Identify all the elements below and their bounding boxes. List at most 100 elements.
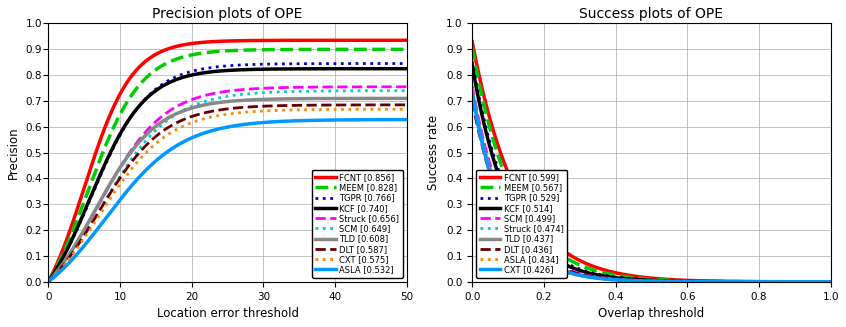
TGPR [0.529] [680, 279, 690, 283]
TGPR [0.766] [402, 61, 412, 65]
KCF [0.514] [640, 278, 650, 282]
CXT [0.575] [402, 107, 412, 111]
TLD [0.437] [640, 279, 650, 283]
MEEM [0.567] [761, 280, 772, 284]
CXT [0.426] [817, 280, 827, 284]
Line: SCM [0.649]: SCM [0.649] [48, 91, 407, 282]
MEEM [0.567] [637, 277, 647, 281]
TLD [0.608] [216, 100, 226, 104]
SCM [0.649] [237, 93, 247, 96]
Line: CXT [0.575]: CXT [0.575] [48, 109, 407, 282]
CXT [0.575] [237, 111, 247, 114]
TLD [0.437] [661, 280, 671, 284]
Line: KCF [0.740]: KCF [0.740] [48, 69, 407, 282]
ASLA [0.434] [826, 280, 836, 284]
ASLA [0.532] [43, 280, 53, 284]
KCF [0.514] [680, 279, 690, 283]
Y-axis label: Success rate: Success rate [427, 115, 441, 190]
Title: Success plots of OPE: Success plots of OPE [580, 7, 723, 21]
TGPR [0.529] [826, 280, 836, 284]
DLT [0.587] [213, 108, 223, 112]
MEEM [0.567] [680, 279, 690, 283]
DLT [0.587] [393, 103, 404, 107]
TLD [0.437] [467, 89, 477, 93]
KCF [0.740] [393, 67, 404, 71]
Line: Struck [0.474]: Struck [0.474] [472, 88, 831, 282]
Legend: FCNT [0.599], MEEM [0.567], TGPR [0.529], KCF [0.514], SCM [0.499], Struck [0.47: FCNT [0.599], MEEM [0.567], TGPR [0.529]… [476, 170, 567, 278]
Struck [0.474] [637, 279, 647, 283]
Struck [0.474] [467, 86, 477, 90]
DLT [0.587] [43, 280, 53, 284]
TLD [0.608] [338, 96, 348, 100]
MEEM [0.567] [467, 45, 477, 49]
CXT [0.575] [213, 113, 223, 117]
KCF [0.740] [213, 69, 223, 73]
Line: DLT [0.587]: DLT [0.587] [48, 105, 407, 282]
Line: TGPR [0.529]: TGPR [0.529] [472, 61, 831, 282]
KCF [0.514] [817, 280, 827, 284]
ASLA [0.434] [661, 280, 671, 284]
TGPR [0.766] [216, 64, 226, 68]
SCM [0.499] [637, 279, 647, 283]
TLD [0.437] [761, 280, 772, 284]
DLT [0.436] [761, 280, 772, 284]
Line: DLT [0.436]: DLT [0.436] [472, 101, 831, 282]
FCNT [0.856] [338, 38, 348, 42]
CXT [0.426] [826, 280, 836, 284]
ASLA [0.532] [237, 123, 247, 127]
TGPR [0.529] [467, 59, 477, 63]
Struck [0.656] [256, 86, 266, 90]
Struck [0.656] [216, 90, 226, 94]
Struck [0.656] [43, 280, 53, 284]
ASLA [0.532] [338, 118, 348, 122]
FCNT [0.599] [637, 275, 647, 279]
MEEM [0.567] [661, 278, 671, 282]
ASLA [0.532] [256, 121, 266, 125]
Struck [0.656] [213, 91, 223, 95]
KCF [0.740] [256, 67, 266, 71]
Struck [0.656] [393, 85, 404, 89]
MEEM [0.567] [640, 277, 650, 281]
DLT [0.587] [216, 108, 226, 112]
KCF [0.514] [826, 280, 836, 284]
X-axis label: Location error threshold: Location error threshold [157, 307, 299, 320]
Struck [0.474] [826, 280, 836, 284]
Line: TLD [0.437]: TLD [0.437] [472, 91, 831, 282]
FCNT [0.599] [761, 280, 772, 284]
FCNT [0.856] [393, 38, 404, 42]
FCNT [0.856] [237, 39, 247, 43]
ASLA [0.532] [402, 118, 412, 122]
SCM [0.649] [393, 89, 404, 93]
SCM [0.499] [817, 280, 827, 284]
Struck [0.474] [817, 280, 827, 284]
TGPR [0.766] [43, 280, 53, 284]
ASLA [0.434] [640, 279, 650, 283]
Struck [0.474] [761, 280, 772, 284]
MEEM [0.828] [393, 47, 404, 51]
TGPR [0.529] [817, 280, 827, 284]
SCM [0.499] [826, 280, 836, 284]
CXT [0.426] [640, 279, 650, 283]
DLT [0.587] [256, 104, 266, 108]
FCNT [0.856] [256, 39, 266, 43]
SCM [0.649] [43, 280, 53, 284]
KCF [0.740] [402, 67, 412, 71]
CXT [0.426] [680, 280, 690, 284]
MEEM [0.567] [817, 280, 827, 284]
Line: MEEM [0.828]: MEEM [0.828] [48, 49, 407, 282]
Line: Struck [0.656]: Struck [0.656] [48, 87, 407, 282]
TGPR [0.766] [213, 65, 223, 69]
ASLA [0.434] [680, 280, 690, 284]
TGPR [0.766] [338, 61, 348, 65]
ASLA [0.532] [216, 127, 226, 130]
Struck [0.474] [661, 279, 671, 283]
CXT [0.426] [661, 280, 671, 284]
DLT [0.587] [402, 103, 412, 107]
TLD [0.437] [680, 280, 690, 284]
Struck [0.656] [402, 85, 412, 89]
KCF [0.514] [761, 280, 772, 284]
SCM [0.499] [640, 279, 650, 283]
TGPR [0.766] [393, 61, 404, 65]
TLD [0.608] [213, 101, 223, 105]
TGPR [0.529] [637, 278, 647, 282]
